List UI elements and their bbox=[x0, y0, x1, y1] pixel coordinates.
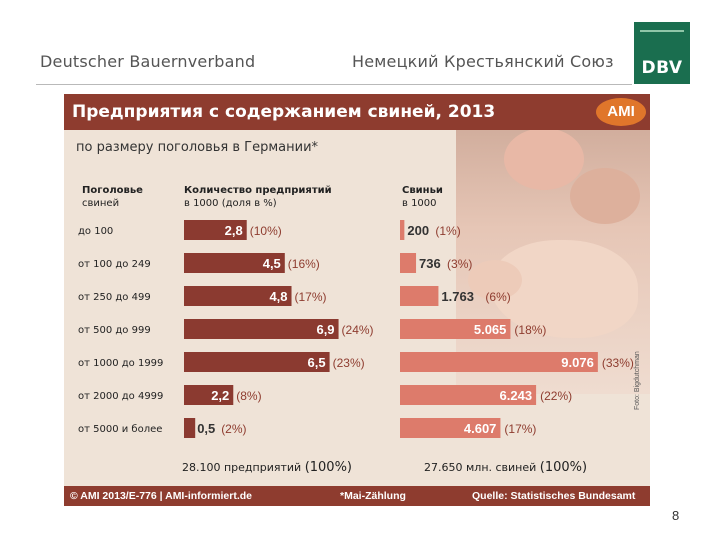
logo-stripe bbox=[640, 30, 684, 32]
enterprise-value-label: 2,8 bbox=[225, 223, 243, 238]
enterprise-share-label: (2%) bbox=[221, 422, 246, 436]
pig-bar bbox=[400, 418, 501, 438]
enterprise-bar bbox=[184, 319, 339, 339]
enterprise-value-label: 6,5 bbox=[308, 355, 326, 370]
category-label: от 100 до 249 bbox=[78, 259, 151, 270]
pig-shape bbox=[468, 260, 522, 300]
pig-value-label: 9.076 bbox=[561, 355, 594, 370]
total-enterprises-pct: (100%) bbox=[304, 460, 352, 475]
infographic-panel: Предприятия с содержанием свиней, 2013 A… bbox=[64, 94, 650, 506]
pig-share-label: (18%) bbox=[514, 323, 546, 337]
header-divider bbox=[36, 84, 632, 85]
enterprise-share-label: (16%) bbox=[288, 257, 320, 271]
enterprise-value-label: 0,5 bbox=[197, 421, 215, 436]
pig-shape bbox=[570, 168, 640, 224]
column-header-size-title: Поголовье bbox=[82, 185, 143, 196]
pig-bar bbox=[400, 385, 537, 405]
pig-bar bbox=[400, 319, 511, 339]
category-label: от 250 до 499 bbox=[78, 292, 151, 303]
chart-subtitle: по размеру поголовья в Германии* bbox=[76, 140, 319, 155]
column-header-size-rest: свиней bbox=[82, 198, 120, 209]
column-header-pigs-rest: в 1000 bbox=[402, 198, 437, 209]
footer-note: *Mai-Zählung bbox=[340, 490, 406, 502]
ami-logo: AMI bbox=[596, 98, 646, 126]
pig-share-label: (1%) bbox=[435, 224, 460, 238]
pig-bar bbox=[400, 253, 417, 273]
pig-bar bbox=[400, 352, 598, 372]
enterprise-value-label: 6,9 bbox=[316, 322, 334, 337]
column-header-pigs: Свиньи в 1000 bbox=[402, 184, 443, 210]
enterprise-bar bbox=[184, 418, 196, 438]
enterprise-bar bbox=[184, 352, 330, 372]
bar-chart: до 100 2,8 (10%) 200 (1%) от 100 до 249 4,5 (16… bbox=[78, 220, 634, 438]
category-label: от 5000 и более bbox=[78, 424, 162, 435]
pig-value-label: 4.607 bbox=[464, 421, 497, 436]
pig-bar bbox=[400, 220, 405, 240]
enterprise-bar bbox=[184, 253, 285, 273]
title-bar: Предприятия с содержанием свиней, 2013 A… bbox=[64, 94, 650, 130]
pig-share-label: (3%) bbox=[447, 257, 472, 271]
pig-share-label: (17%) bbox=[504, 422, 536, 436]
enterprise-share-label: (23%) bbox=[333, 356, 365, 370]
enterprise-bar bbox=[184, 220, 247, 240]
chart-title: Предприятия с содержанием свиней, 2013 bbox=[72, 102, 496, 122]
pig-value-label: 6.243 bbox=[500, 388, 533, 403]
dbv-logo: DBV bbox=[634, 22, 690, 84]
category-label: от 500 до 999 bbox=[78, 325, 151, 336]
enterprise-share-label: (10%) bbox=[250, 224, 282, 238]
total-pigs: 27.650 млн. свиней (100%) bbox=[424, 460, 587, 475]
footer-copyright: © AMI 2013/E-776 | AMI-informiert.de bbox=[70, 490, 253, 502]
pig-value-label: 736 bbox=[419, 256, 441, 271]
photo-credit: Foto: Bigdutchman bbox=[634, 351, 641, 410]
pig-share-label: (6%) bbox=[485, 290, 510, 304]
pig-value-label: 5.065 bbox=[474, 322, 507, 337]
column-header-enterprises-title: Количество предприятий bbox=[184, 185, 332, 196]
column-header-enterprises-rest: в 1000 (доля в %) bbox=[184, 198, 277, 209]
enterprise-value-label: 4,8 bbox=[269, 289, 287, 304]
total-enterprises-text: 28.100 предприятий bbox=[182, 461, 302, 474]
enterprise-value-label: 4,5 bbox=[263, 256, 281, 271]
footer-source: Quelle: Statistisches Bundesamt bbox=[472, 490, 636, 502]
column-header-enterprises: Количество предприятий в 1000 (доля в %) bbox=[184, 184, 332, 210]
category-label: от 2000 до 4999 bbox=[78, 391, 163, 402]
total-enterprises: 28.100 предприятий (100%) bbox=[182, 460, 352, 475]
enterprise-bar bbox=[184, 385, 234, 405]
total-pigs-text: 27.650 млн. свиней bbox=[424, 461, 537, 474]
pig-share-label: (33%) bbox=[602, 356, 634, 370]
column-header-pigs-title: Свиньи bbox=[402, 185, 443, 196]
footer-bar: © AMI 2013/E-776 | AMI-informiert.de *Ma… bbox=[64, 486, 650, 506]
header-org-german: Deutscher Bauernverband bbox=[40, 52, 256, 71]
enterprise-share-label: (17%) bbox=[295, 290, 327, 304]
column-header-size: Поголовье свиней bbox=[82, 184, 143, 210]
category-label: от 1000 до 1999 bbox=[78, 358, 163, 369]
pig-value-label: 1.763 bbox=[441, 289, 474, 304]
pig-bar bbox=[400, 286, 439, 306]
pig-share-label: (22%) bbox=[540, 389, 572, 403]
enterprise-share-label: (8%) bbox=[236, 389, 261, 403]
page-number: 8 bbox=[672, 508, 680, 523]
category-label: до 100 bbox=[78, 226, 113, 237]
enterprise-bar bbox=[184, 286, 292, 306]
dbv-logo-text: DBV bbox=[641, 58, 683, 78]
pig-shape bbox=[504, 128, 584, 190]
enterprise-share-label: (24%) bbox=[342, 323, 374, 337]
total-pigs-pct: (100%) bbox=[539, 460, 588, 475]
header-org-russian: Немецкий Крестьянский Союз bbox=[352, 52, 614, 71]
pig-value-label: 200 bbox=[407, 223, 429, 238]
enterprise-value-label: 2,2 bbox=[211, 388, 229, 403]
